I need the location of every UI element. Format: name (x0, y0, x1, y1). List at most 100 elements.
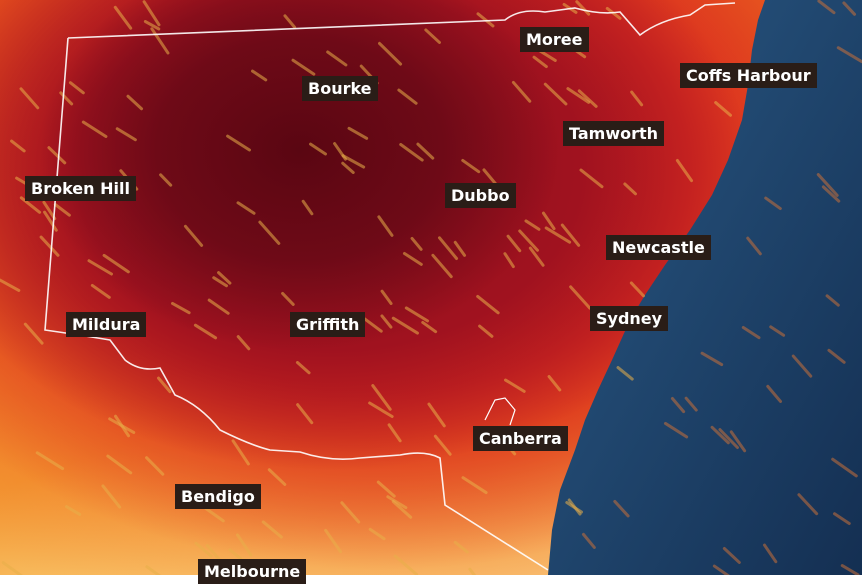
wind-arrow (10, 139, 26, 153)
wind-arrow (478, 324, 494, 338)
wind-arrow (101, 484, 122, 509)
wind-arrow (236, 533, 253, 557)
wind-arrow (468, 567, 477, 575)
wind-arrow (421, 320, 438, 334)
wind-arrow (371, 384, 392, 411)
wind-arrow (397, 88, 418, 105)
city-label-canberra: Canberra (473, 426, 568, 451)
wind-arrow (35, 451, 65, 471)
wind-arrow (391, 316, 419, 335)
wind-arrow (81, 120, 108, 138)
wind-arrow (65, 505, 82, 516)
wind-arrow (581, 532, 596, 549)
wind-arrow (258, 220, 281, 245)
wind-arrow (764, 196, 782, 211)
wind-arrow (827, 348, 846, 364)
wind-arrow (670, 396, 686, 414)
wind-arrow (831, 457, 858, 478)
wind-arrow (368, 401, 394, 419)
wind-arrow (368, 527, 386, 541)
city-label-broken-hill: Broken Hill (25, 176, 136, 201)
wind-arrow (236, 335, 251, 351)
state-border-nsw (44, 2, 736, 571)
wind-arrow (340, 501, 361, 524)
wind-arrow (309, 142, 327, 156)
wind-arrow (524, 219, 541, 231)
wind-arrow (183, 224, 204, 247)
wind-arrow (102, 253, 130, 274)
wind-arrow (212, 276, 228, 288)
wind-arrow (283, 14, 297, 29)
wind-arrow (281, 291, 295, 306)
wind-arrow (301, 199, 314, 216)
wind-arrow (126, 94, 144, 111)
wind-arrow (90, 283, 111, 299)
city-label-mildura: Mildura (66, 312, 147, 337)
wind-arrow (791, 354, 813, 378)
wind-arrow (836, 46, 862, 64)
wind-arrow (0, 278, 21, 292)
wind-arrow (59, 91, 74, 106)
act-border (484, 397, 516, 426)
wind-arrow (228, 548, 243, 561)
wind-arrow (566, 87, 591, 104)
wind-arrow (404, 306, 430, 323)
wind-arrow (817, 0, 836, 15)
wind-arrow (19, 196, 42, 214)
city-label-dubbo: Dubbo (445, 183, 516, 208)
wind-arrow (431, 253, 453, 279)
wind-arrow (746, 236, 762, 256)
city-label-tamworth: Tamworth (563, 121, 665, 146)
wind-arrow (453, 540, 469, 554)
wind-arrow (766, 384, 783, 403)
wind-arrow (217, 271, 232, 285)
wind-arrow (402, 251, 423, 266)
wind-arrow (106, 454, 133, 475)
wind-arrow (296, 403, 314, 425)
wind-arrow (341, 154, 366, 169)
wind-arrow (399, 143, 424, 162)
city-label-sydney: Sydney (590, 306, 669, 331)
wind-arrow (769, 325, 786, 337)
wind-arrow (714, 101, 732, 117)
wind-arrow (547, 375, 562, 392)
wind-arrow (630, 90, 644, 107)
wind-arrow (251, 69, 268, 82)
wind-arrow (518, 229, 539, 252)
wind-arrow (722, 546, 741, 564)
wind-arrow (427, 402, 446, 428)
wind-arrow (569, 285, 592, 310)
wind-arrow (205, 544, 221, 561)
wind-arrow (476, 12, 495, 28)
wind-arrow (53, 203, 71, 217)
wind-arrow (39, 235, 60, 257)
city-label-coffs-harbour: Coffs Harbour (680, 63, 817, 88)
wind-arrow (145, 565, 162, 575)
wind-arrow (386, 495, 408, 510)
wind-arrow (393, 554, 419, 575)
wind-arrow (87, 259, 113, 276)
wind-arrow (377, 215, 394, 237)
wind-arrow (821, 185, 841, 203)
wind-arrow (159, 173, 173, 187)
wind-arrow (700, 351, 724, 367)
wind-arrow (433, 434, 452, 456)
wind-arrow (410, 236, 423, 251)
wind-arrow (380, 314, 393, 329)
wind-arrow (115, 127, 137, 142)
wind-arrow (387, 423, 402, 443)
wind-arrow (378, 41, 403, 66)
wind-arrow (424, 28, 441, 44)
wind-arrow (47, 146, 67, 165)
wind-arrow (194, 541, 213, 558)
wind-arrow (741, 325, 761, 340)
wind-arrow (295, 361, 311, 375)
wind-arrow (42, 200, 57, 221)
wind-arrow (816, 173, 839, 197)
wind-arrow (437, 236, 459, 261)
wind-arrow (43, 210, 58, 232)
city-label-bourke: Bourke (302, 76, 378, 101)
wind-arrow (150, 27, 170, 55)
